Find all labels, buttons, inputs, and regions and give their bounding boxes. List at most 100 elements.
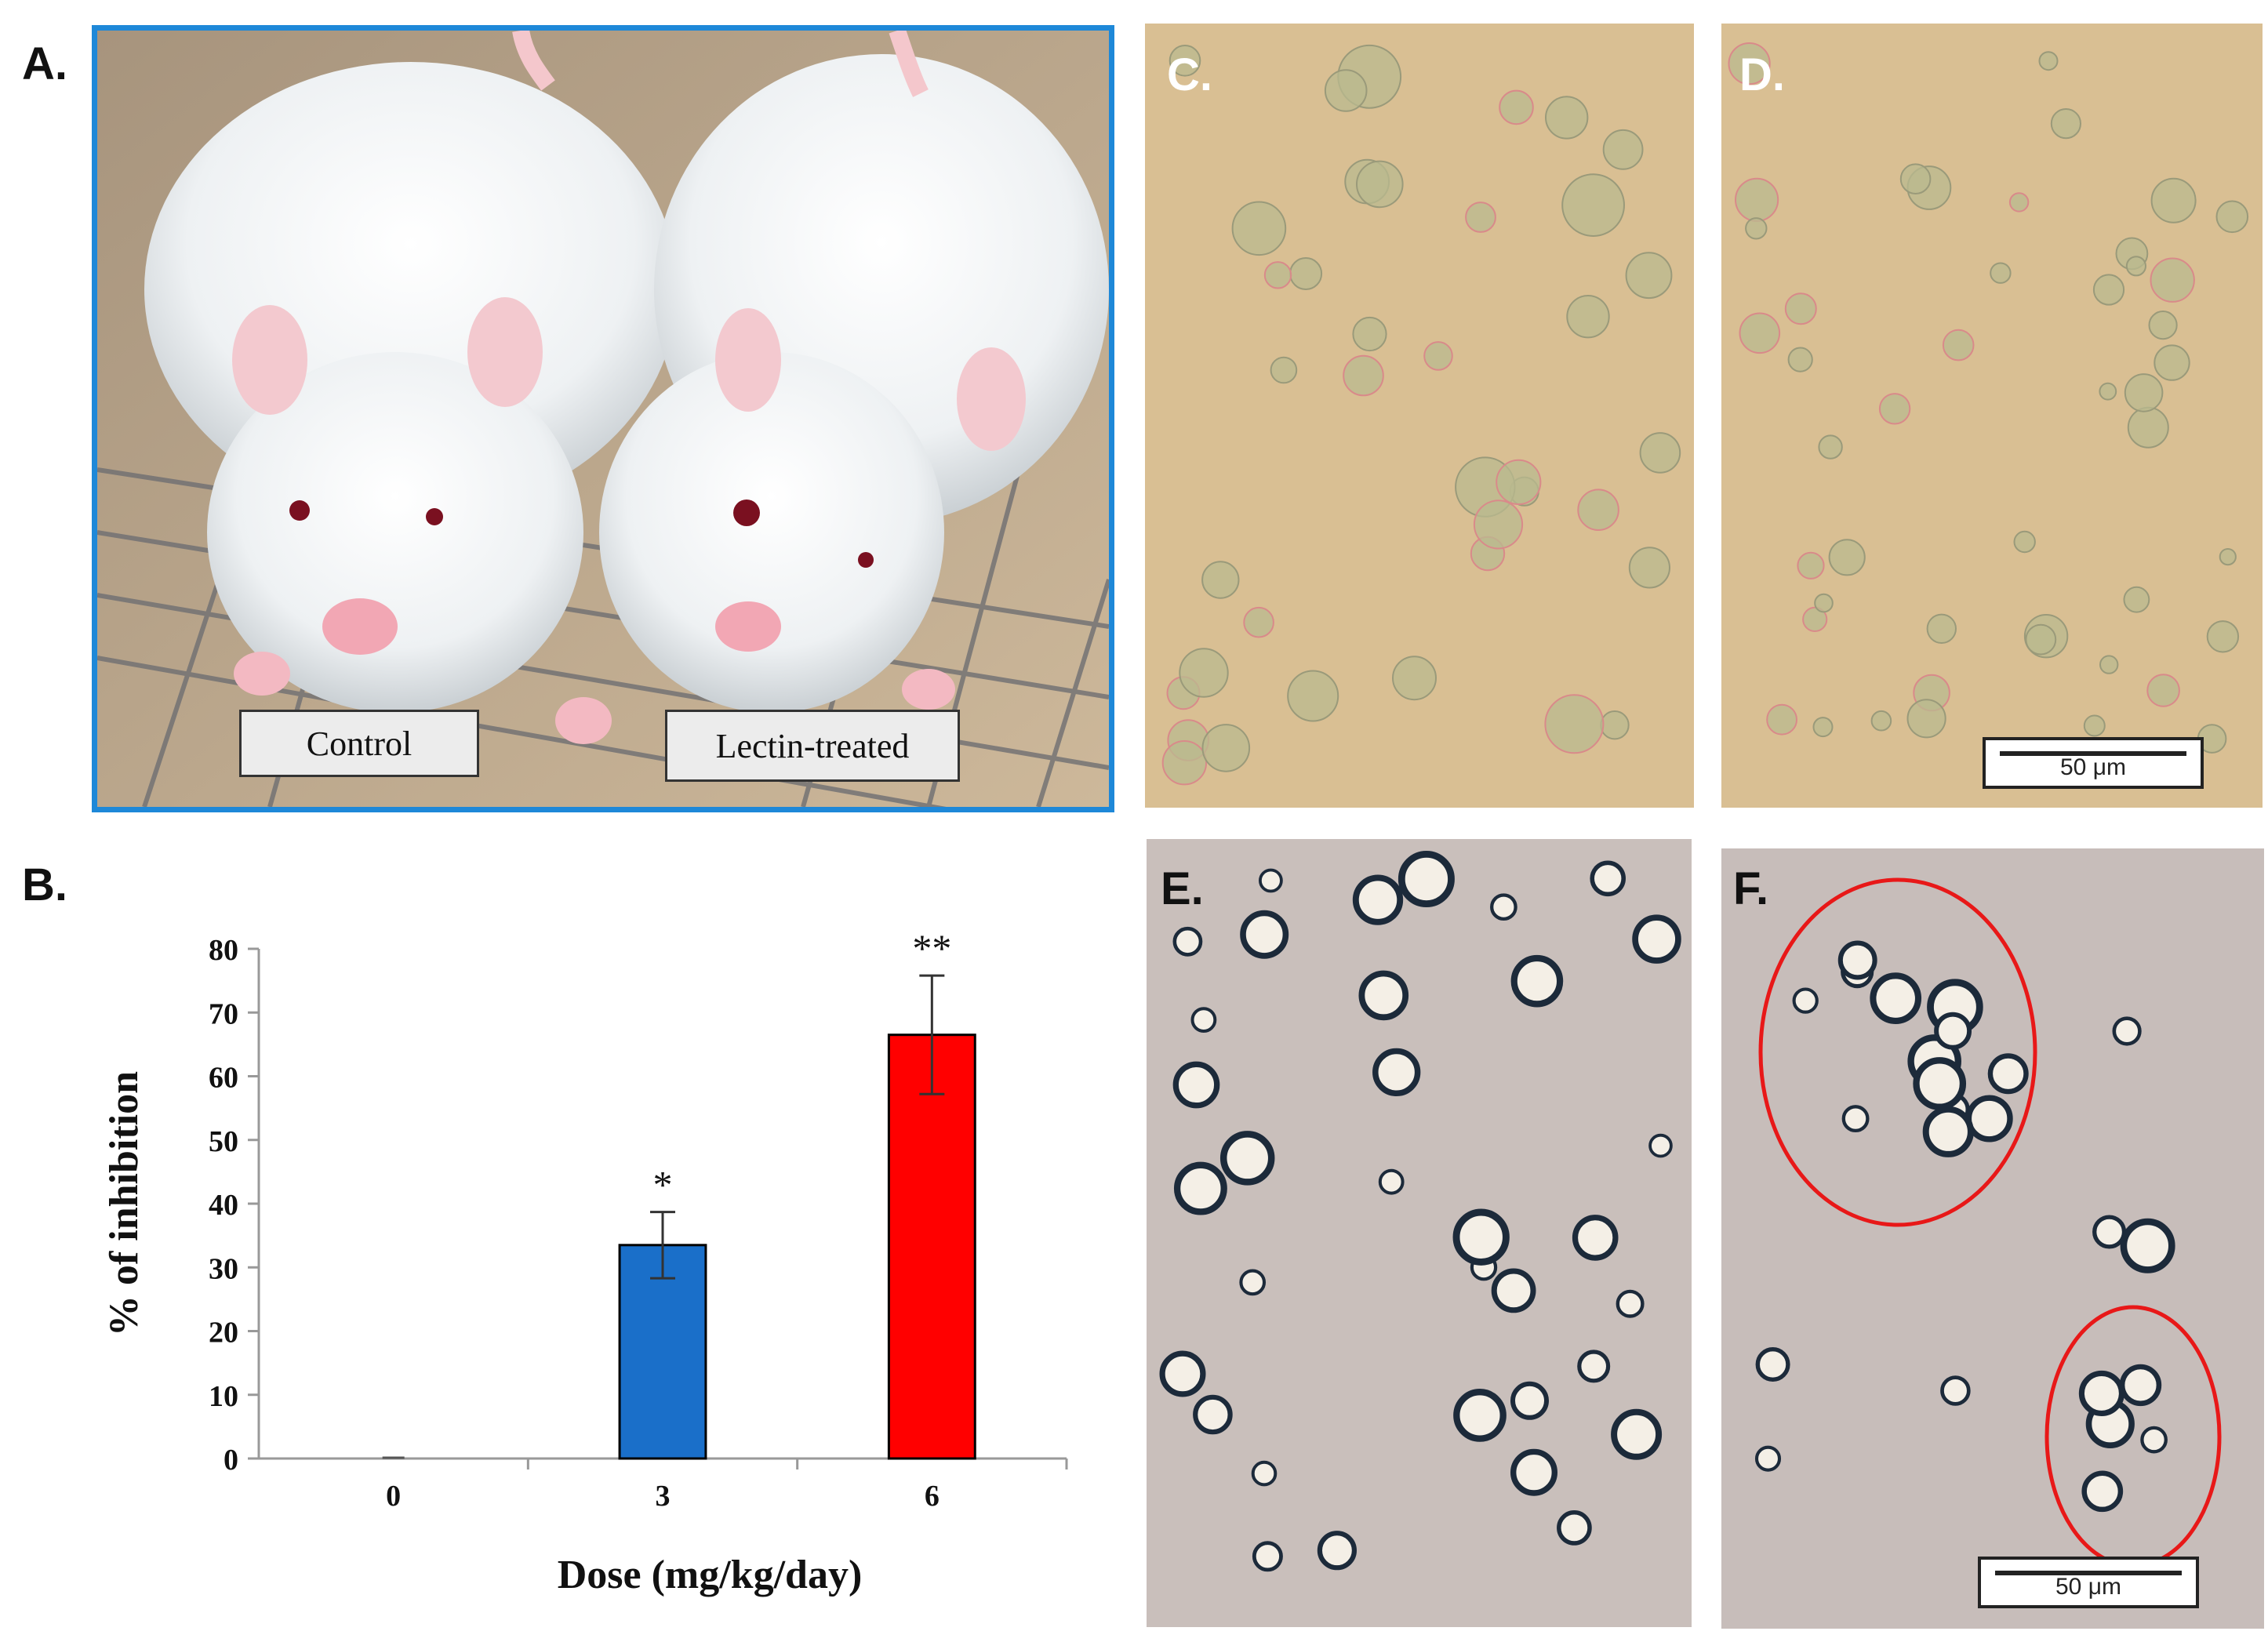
cell [1287, 670, 1339, 722]
cell [2081, 1470, 2124, 1513]
cell [1899, 163, 1932, 194]
y-tick-label: 0 [224, 1444, 238, 1477]
cell [1814, 593, 1834, 613]
significance-marker: ** [912, 926, 951, 970]
lectin-treated-label: Lectin-treated [665, 710, 960, 782]
cell [1906, 699, 1946, 739]
microscopy-panel-d [1721, 24, 2263, 808]
cluster-highlight-ellipse [2044, 1305, 2222, 1568]
cell [2099, 655, 2119, 674]
error-bar-dose-3 [650, 1211, 675, 1280]
cell [1878, 393, 1911, 425]
cell [1632, 914, 1681, 964]
cell [1590, 860, 1626, 897]
scale-bar-f-label: 50 μm [2055, 1574, 2121, 1600]
cell [1734, 177, 1779, 222]
cell [1616, 1289, 1645, 1318]
cell [1766, 703, 1797, 736]
cell [1870, 972, 1922, 1024]
x-tick-label: 0 [386, 1480, 401, 1513]
cell [1258, 868, 1283, 893]
cell [1510, 1381, 1549, 1420]
y-tick-label: 20 [209, 1317, 238, 1350]
cell [1240, 910, 1289, 959]
cell [1423, 341, 1453, 371]
cell [1648, 1133, 1673, 1158]
cell [1566, 295, 1610, 339]
y-tick-label: 40 [209, 1189, 238, 1222]
cell [2124, 373, 2164, 412]
cell [1270, 356, 1298, 384]
rat-photo [92, 25, 1114, 812]
cell [1193, 1394, 1233, 1435]
cell [2038, 51, 2059, 71]
y-tick-label: 80 [209, 934, 238, 967]
y-tick-label: 60 [209, 1062, 238, 1095]
panel-label-f: F. [1733, 863, 1769, 914]
cell [1600, 710, 1630, 740]
cell [1784, 292, 1817, 325]
cell [1159, 1350, 1206, 1397]
cell [1499, 89, 1534, 125]
x-tick-label: 3 [656, 1480, 671, 1513]
cell [1453, 1389, 1507, 1442]
cell [2146, 674, 2180, 707]
cell [2008, 192, 2030, 213]
inhibition-bar-chart: 0 10 20 30 40 50 60 70 80 0 * 3 ** 6 % of inhibition… [102, 926, 1068, 1597]
cell [1942, 329, 1975, 361]
cell [1239, 1269, 1267, 1296]
cell [1231, 201, 1287, 256]
cell [2112, 1016, 2142, 1046]
cell [1243, 606, 1274, 638]
cell [2154, 344, 2190, 381]
cell [2150, 177, 2197, 223]
microscopy-panel-f [1721, 848, 2264, 1629]
cell [1837, 940, 1877, 980]
cell [1990, 262, 2012, 284]
cell [1172, 926, 1203, 957]
cell [2078, 1370, 2124, 1416]
cell [1754, 1445, 1782, 1472]
cell [2206, 620, 2240, 653]
cell [1926, 613, 1957, 644]
x-axis-label: Dose (mg/kg/day) [558, 1553, 863, 1597]
cell [1818, 434, 1843, 460]
cell [1940, 1375, 1971, 1406]
cell [1172, 1061, 1220, 1109]
cell [1473, 500, 1524, 550]
error-bar-dose-6 [919, 974, 945, 1095]
panel-label-d: D. [1739, 49, 1785, 100]
cell [1545, 96, 1589, 140]
cell [1173, 1161, 1227, 1215]
cell [1544, 694, 1605, 754]
cell [1812, 717, 1834, 738]
cell [1828, 539, 1866, 576]
cell [2215, 200, 2249, 234]
cell [1356, 160, 1404, 209]
significance-marker: * [653, 1163, 673, 1207]
y-axis-label: % of inhibition [102, 1071, 147, 1336]
cell [1491, 1268, 1536, 1313]
scale-bar-f: 50 μm [1978, 1557, 2199, 1608]
cell [1219, 1131, 1275, 1186]
cell [1392, 656, 1437, 701]
cell [1611, 1408, 1663, 1460]
cell [1965, 1095, 2013, 1142]
cell [1510, 1448, 1558, 1496]
cell [1728, 42, 1771, 85]
cell [1251, 1460, 1278, 1487]
cell [1201, 724, 1251, 772]
cell [2013, 530, 2036, 554]
cell [1358, 970, 1409, 1021]
cell [1987, 1053, 2029, 1095]
bar-dose-3 [618, 1244, 707, 1460]
cell [1252, 1541, 1283, 1572]
cell [1465, 202, 1496, 233]
y-tick-label: 70 [209, 997, 238, 1030]
cell [1289, 257, 1323, 290]
cell [2148, 311, 2178, 340]
cell [1510, 954, 1564, 1008]
x-tick-label: 6 [925, 1480, 940, 1513]
cell [2120, 1218, 2175, 1273]
cluster-highlight-ellipse [1758, 877, 2037, 1227]
